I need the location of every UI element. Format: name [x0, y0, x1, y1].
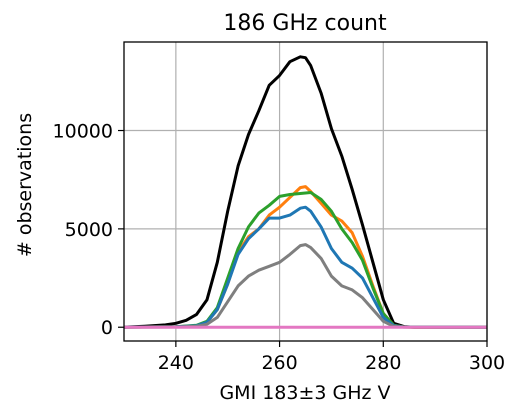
y-tick-label: 0: [101, 317, 113, 339]
y-tick-label: 5000: [65, 219, 113, 241]
plot-frame: [123, 41, 488, 342]
x-tick-label: 280: [365, 352, 401, 374]
series-line-5: [123, 243, 488, 329]
x-tick-label: 260: [261, 352, 297, 374]
series-layer: [123, 55, 488, 329]
series-line-1: [123, 55, 487, 329]
x-tick-label: 240: [158, 352, 194, 374]
x-tick-label: 300: [469, 352, 505, 374]
chart-title: 186 GHz count: [223, 11, 387, 36]
series-line-3: [123, 191, 488, 329]
x-axis-label: GMI 183±3 GHz V: [219, 382, 390, 404]
axes: 240 260 280 300 0 5000 10000: [53, 41, 505, 374]
series-line-4: [123, 205, 488, 329]
y-tick-label: 10000: [53, 121, 113, 143]
y-axis-label: # observations: [14, 113, 36, 257]
